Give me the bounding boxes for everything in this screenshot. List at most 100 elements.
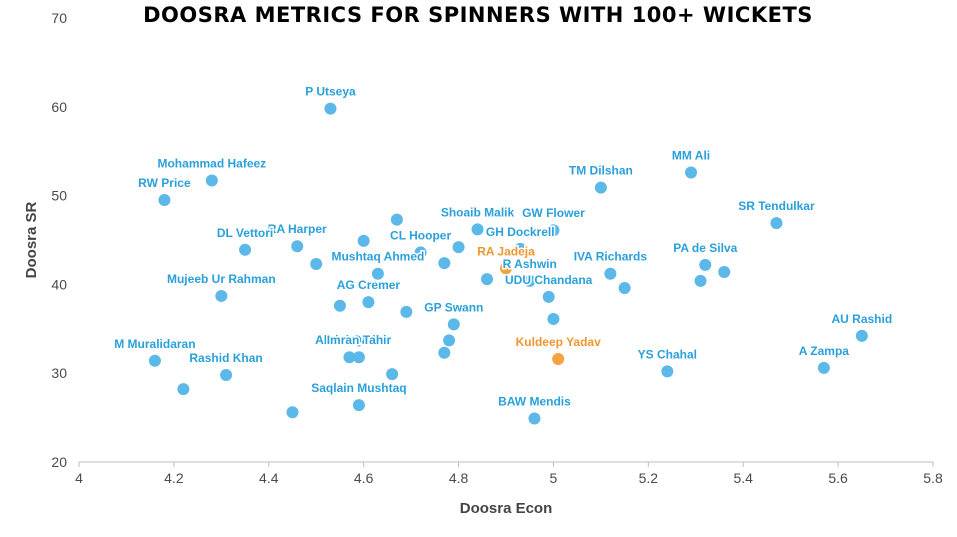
data-point — [239, 243, 252, 256]
x-tick-label: 4 — [75, 470, 83, 486]
y-tick-label: 30 — [51, 365, 67, 381]
data-point — [471, 223, 484, 236]
data-point — [286, 406, 299, 419]
x-axis-title: Doosra Econ — [460, 500, 553, 517]
data-label: M Muralidaran — [114, 337, 195, 351]
data-point — [770, 217, 783, 230]
data-label: AU Rashid — [831, 312, 892, 326]
data-point — [718, 265, 731, 278]
data-point — [817, 361, 830, 374]
data-point — [148, 354, 161, 367]
data-point — [291, 240, 304, 253]
data-label: GH Dockrell — [486, 225, 555, 239]
data-point — [523, 274, 536, 287]
data-point — [528, 412, 541, 425]
data-point — [699, 258, 712, 271]
data-point — [855, 329, 868, 342]
data-point — [694, 274, 707, 287]
data-label: Abdul Qadir — [315, 333, 384, 347]
x-tick-label: 4.6 — [354, 470, 374, 486]
data-point — [333, 299, 346, 312]
chart-title: DOOSRA METRICS FOR SPINNERS WITH 100+ WI… — [143, 3, 813, 27]
data-label: RA Jadeja — [477, 244, 535, 258]
data-label: YS Chahal — [638, 347, 697, 361]
data-label: Saqlain Mushtaq — [311, 381, 406, 395]
data-point — [481, 273, 494, 286]
data-point — [390, 213, 403, 226]
data-label: A Zampa — [799, 344, 850, 358]
data-point — [685, 166, 698, 179]
y-tick-label: 50 — [51, 188, 67, 204]
data-point — [661, 365, 674, 378]
data-label: Mujeeb Ur Rahman — [167, 272, 276, 286]
data-labels: P Utseya Mohammad Hafeez RW Price MM Ali TM … — [113, 83, 894, 410]
data-label: MM Ali — [672, 149, 710, 163]
data-label: CL Hooper — [390, 228, 451, 242]
data-point — [371, 267, 384, 280]
data-point — [618, 281, 631, 294]
data-point — [547, 224, 560, 237]
x-axis: 4 4.2 4.4 4.6 4.8 5 5.2 5.4 5.6 5.8 — [75, 462, 943, 486]
data-point — [205, 174, 218, 187]
data-point — [438, 346, 451, 359]
data-label: DL Vettori — [217, 226, 273, 240]
data-points — [148, 102, 868, 425]
data-point — [310, 257, 323, 270]
data-point — [215, 289, 228, 302]
data-point — [400, 305, 413, 318]
data-point — [542, 290, 555, 303]
data-point — [352, 351, 365, 364]
data-point — [324, 102, 337, 115]
x-tick-label: 5.2 — [639, 470, 659, 486]
data-label: IVA Richards — [574, 250, 648, 264]
data-label: PA de Silva — [673, 241, 737, 255]
data-label: AG Cremer — [337, 278, 401, 292]
data-label: Kuldeep Yadav — [516, 335, 601, 349]
data-label: Imran Tahir — [327, 333, 392, 347]
data-point — [547, 313, 560, 326]
data-label: Rashid Khan — [189, 351, 262, 365]
data-label: GP Swann — [424, 300, 483, 314]
data-label: R Ashwin — [503, 257, 557, 271]
x-tick-label: 5.8 — [923, 470, 943, 486]
data-label: GW Flower — [522, 206, 585, 220]
data-point — [158, 194, 171, 207]
data-point — [177, 383, 190, 396]
data-point — [452, 241, 465, 254]
data-point — [352, 399, 365, 412]
x-tick-label: 4.2 — [164, 470, 184, 486]
data-label: TM Dilshan — [569, 164, 633, 178]
data-point — [386, 368, 399, 381]
data-label: SR Tendulkar — [738, 199, 815, 213]
data-point — [343, 351, 356, 364]
data-point — [500, 262, 512, 275]
data-label: P Utseya — [305, 85, 356, 99]
data-point — [357, 234, 370, 247]
data-point — [514, 242, 527, 255]
x-tick-label: 4.8 — [449, 470, 469, 486]
data-point — [438, 257, 451, 270]
y-tick-label: 20 — [51, 454, 67, 470]
data-label: Shoaib Malik — [441, 205, 515, 219]
data-point — [604, 267, 617, 280]
y-tick-label: 70 — [51, 10, 67, 26]
data-point — [447, 318, 460, 331]
data-point — [414, 246, 427, 259]
data-point — [443, 334, 456, 347]
data-label: Mushtaq Ahmed — [331, 250, 424, 264]
data-label: Mohammad Hafeez — [157, 157, 266, 171]
data-label: RA Harper — [268, 222, 327, 236]
data-label: RW Price — [138, 176, 191, 190]
data-point — [552, 352, 565, 365]
x-tick-label: 4.4 — [259, 470, 279, 486]
x-tick-label: 5 — [550, 470, 558, 486]
x-tick-label: 5.4 — [733, 470, 753, 486]
x-tick-label: 5.6 — [828, 470, 848, 486]
data-label: BAW Mendis — [498, 394, 571, 408]
data-label: UDU Chandana — [505, 273, 593, 287]
y-tick-label: 40 — [51, 276, 67, 292]
y-axis-title: Doosra SR — [23, 201, 40, 278]
data-point — [594, 181, 607, 194]
data-point — [220, 368, 233, 381]
